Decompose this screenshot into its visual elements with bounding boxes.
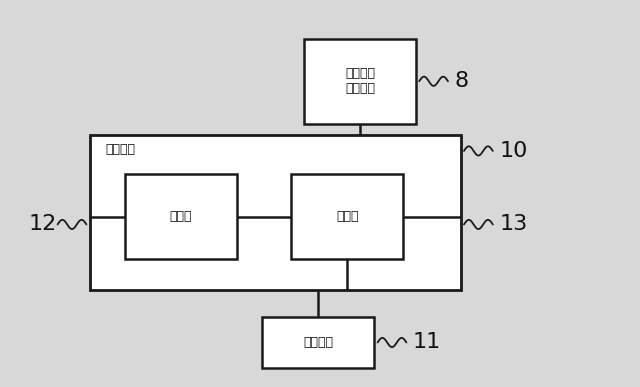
Text: 13: 13 [499,214,527,235]
Text: 12: 12 [29,214,57,235]
Text: 固体番号
取得装置: 固体番号 取得装置 [345,67,375,95]
Text: 11: 11 [413,332,441,353]
Bar [90,135,461,290]
Text: 10: 10 [499,141,527,161]
Text: 判別部: 判別部 [336,210,358,223]
Bar [262,317,374,368]
Text: 記憶部: 記憶部 [170,210,192,223]
Bar [125,174,237,259]
Text: 判別装置: 判別装置 [106,143,136,156]
Bar [291,174,403,259]
Text: 8: 8 [454,71,468,91]
Text: 送信装置: 送信装置 [303,336,333,349]
Bar [304,39,416,124]
